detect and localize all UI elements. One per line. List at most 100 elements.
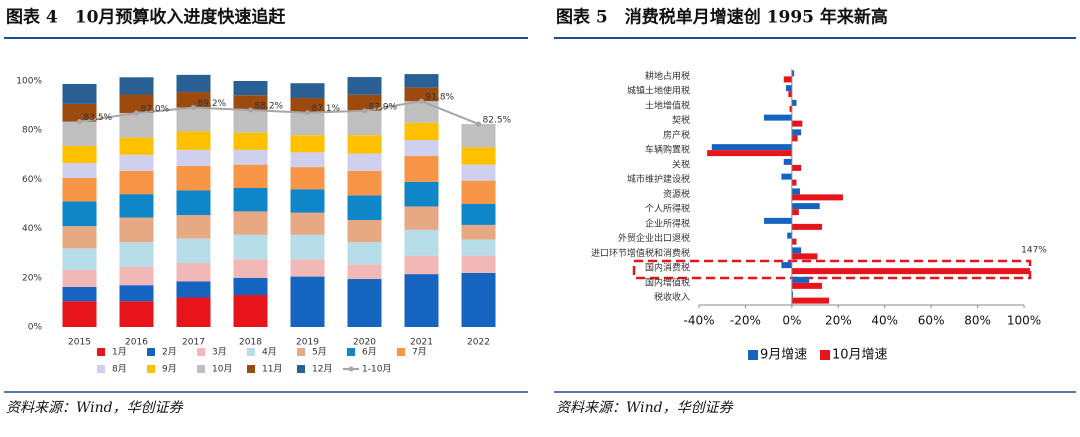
legend-label: 8月 xyxy=(112,364,127,375)
line-marker xyxy=(191,105,196,111)
y-tick-label: 企业所得税 xyxy=(645,217,690,229)
bar xyxy=(781,173,792,180)
data-label: 87.1% xyxy=(312,104,341,114)
bar xyxy=(791,164,802,171)
bar xyxy=(711,144,792,151)
bar-segment xyxy=(233,188,268,212)
bar-segment xyxy=(404,255,439,275)
legend-swatch xyxy=(147,348,155,356)
bar xyxy=(791,203,820,210)
bar-segment xyxy=(290,152,325,168)
bar-segment xyxy=(404,274,439,327)
bar-segment xyxy=(290,135,325,153)
legend-label: 1-10月 xyxy=(362,364,391,375)
y-tick-label: 100% xyxy=(16,77,42,87)
bar-segment xyxy=(233,277,268,296)
bar-segment xyxy=(347,110,382,136)
bar-segment xyxy=(233,259,268,278)
bar-segment xyxy=(62,269,97,287)
bar-segment xyxy=(290,167,325,190)
bar-segment xyxy=(233,295,268,327)
bar-segment xyxy=(62,301,97,327)
bar-segment xyxy=(290,112,325,136)
bar-segment xyxy=(404,156,439,182)
bar-segment xyxy=(176,107,211,132)
bar xyxy=(791,179,797,186)
bar-segment xyxy=(119,301,154,327)
legend-swatch xyxy=(97,348,105,356)
y-tick-label: 耕地占用税 xyxy=(645,70,690,82)
legend-swatch xyxy=(197,348,205,356)
bar-segment xyxy=(176,238,211,264)
bar-segment xyxy=(347,77,382,95)
data-label: 87.0% xyxy=(141,104,170,114)
legend-label: 3月 xyxy=(212,347,227,358)
y-tick-label: 城市维护建设税 xyxy=(627,173,690,185)
bar xyxy=(791,268,1030,275)
bar-segment xyxy=(347,94,382,111)
bar-segment xyxy=(461,272,496,327)
legend-label: 7月 xyxy=(412,347,427,358)
y-tick-label: 房产税 xyxy=(663,129,690,141)
source-note: 资料来源：Wind，华创证券 xyxy=(6,400,184,416)
x-tick-label: 2019 xyxy=(296,338,319,348)
bar xyxy=(791,129,802,136)
bar-segment xyxy=(461,124,496,148)
legend-swatch xyxy=(97,365,105,373)
legend-swatch xyxy=(197,365,205,373)
bar xyxy=(787,232,792,239)
bar xyxy=(791,223,823,230)
bar-segment xyxy=(347,153,382,171)
bar-segment xyxy=(119,94,154,113)
bar xyxy=(791,70,795,77)
line-marker xyxy=(248,107,253,113)
y-tick-label: 税收收入 xyxy=(654,291,690,303)
x-tick-label: 0% xyxy=(782,314,801,328)
bar-segment xyxy=(176,149,211,166)
bar-segment xyxy=(233,164,268,189)
bar-segment xyxy=(461,255,496,273)
bar-segment xyxy=(404,229,439,256)
bar xyxy=(791,194,843,201)
bar-segment xyxy=(233,234,268,260)
bar xyxy=(788,91,792,98)
bar xyxy=(791,291,794,298)
bar xyxy=(791,282,823,289)
bar-segment xyxy=(290,276,325,327)
y-tick-label: 契税 xyxy=(672,114,690,126)
bar-segment xyxy=(461,164,496,181)
y-tick-label: 国内消费税 xyxy=(645,262,690,274)
bar-segment xyxy=(176,165,211,191)
legend-swatch xyxy=(297,348,305,356)
bar-segment xyxy=(62,226,97,249)
bar-segment xyxy=(347,135,382,154)
bar-segment xyxy=(347,242,382,265)
bar-segment xyxy=(461,180,496,204)
bar-segment xyxy=(176,131,211,150)
bar-segment xyxy=(404,101,439,123)
bar-segment xyxy=(233,149,268,165)
legend-label: 9月增速 xyxy=(760,348,807,363)
legend-marker xyxy=(348,366,354,372)
y-tick-label: 关税 xyxy=(672,158,690,170)
bar xyxy=(764,114,792,121)
line-marker xyxy=(419,98,424,104)
bar-segment xyxy=(119,266,154,286)
bar xyxy=(783,76,792,83)
data-label: 82.5% xyxy=(483,116,512,126)
y-tick-label: 进口环节增值税和消费税 xyxy=(591,247,690,259)
bar-segment xyxy=(176,281,211,298)
bar-segment xyxy=(347,219,382,243)
line-marker xyxy=(476,121,481,127)
bar-segment xyxy=(347,279,382,327)
y-tick-label: 车辆购置税 xyxy=(645,144,690,156)
bar-segment xyxy=(461,204,496,225)
legend-label: 11月 xyxy=(262,364,282,375)
bar xyxy=(791,120,803,127)
bar-segment xyxy=(62,162,97,178)
x-tick-label: 2021 xyxy=(410,338,433,348)
bar xyxy=(707,150,792,157)
bar xyxy=(791,238,797,245)
legend-label: 10月增速 xyxy=(832,348,888,363)
bar xyxy=(781,262,792,269)
